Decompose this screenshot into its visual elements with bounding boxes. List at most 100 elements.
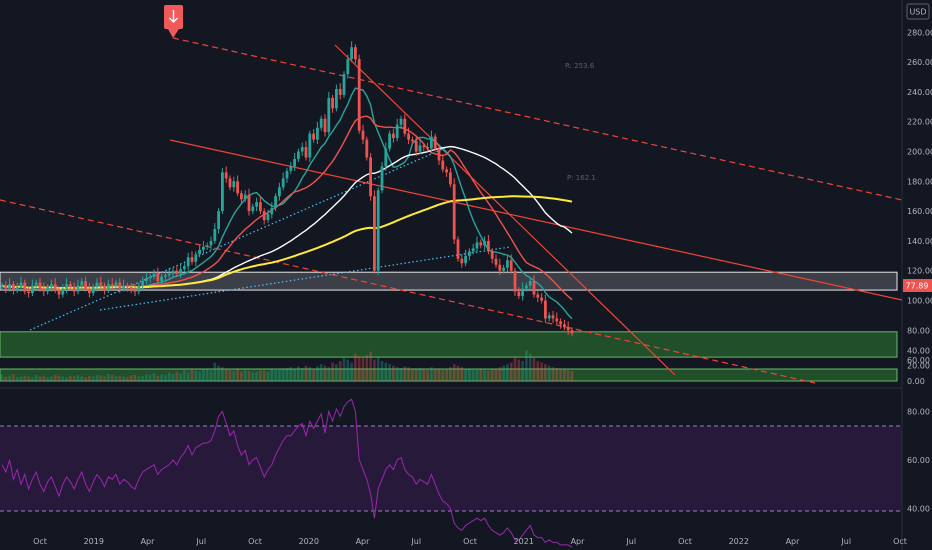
volume-bar [91, 376, 95, 381]
candle-body [110, 284, 114, 286]
candle-body [27, 291, 30, 294]
rsi-line [1, 398, 573, 548]
candle-body [563, 324, 566, 328]
candle-body [171, 270, 175, 274]
candle-body [304, 147, 308, 158]
candle-body [316, 127, 319, 140]
candle-body [411, 139, 414, 142]
candle-body [255, 202, 258, 207]
currency-label[interactable]: USD [906, 3, 930, 20]
candle-body [460, 258, 464, 264]
rsi-tick-label: 40.00 [907, 504, 930, 513]
candlesticks [0, 41, 574, 337]
volume-bar [471, 370, 475, 381]
price-tick-label: 220.00 [907, 118, 932, 127]
candle-body [8, 284, 11, 289]
volume-bar [8, 375, 11, 381]
volume-bar [95, 374, 99, 381]
volume-bar [0, 374, 4, 381]
sell-marker[interactable] [164, 5, 183, 38]
candle-body [31, 285, 34, 294]
candle-body [53, 284, 57, 291]
volume-bar [487, 371, 490, 381]
volume-bar [15, 377, 19, 381]
candle-body [392, 133, 395, 139]
volume-bar [445, 368, 448, 381]
volume-bar [34, 374, 38, 381]
last-price-box [903, 279, 932, 292]
price-axis: 280.00 260.00 240.00 220.00 200.00 180.00 160.… [907, 28, 932, 513]
candle-body [270, 208, 274, 215]
volume-bar [122, 376, 125, 381]
candle-body [540, 297, 543, 301]
candle-body [354, 47, 357, 60]
volume-bar [243, 370, 247, 381]
volume-bar [437, 369, 441, 381]
candle-body [441, 160, 445, 170]
candle-body [205, 245, 209, 247]
volume-bar [53, 374, 57, 381]
candle-body [213, 229, 217, 241]
candle-body [156, 273, 160, 282]
volume-bar [373, 359, 376, 381]
candle-body [479, 242, 483, 246]
volume-bar [566, 370, 570, 381]
resistance-channel-line[interactable] [172, 37, 903, 201]
volume-bar [346, 359, 350, 381]
volume-bar [46, 377, 49, 381]
volume-bar [319, 364, 323, 381]
candle-body [175, 270, 179, 274]
time-tick-label: 2021 [514, 537, 534, 546]
candle-body [122, 285, 125, 289]
volume-bar [228, 370, 232, 381]
candle-body [107, 284, 110, 291]
volume-bar [540, 362, 543, 381]
candle-body [167, 273, 171, 276]
time-tick-label: Jul [625, 537, 636, 546]
candle-body [365, 139, 369, 158]
volume-bar [76, 374, 80, 381]
rsi-tick-label: 80.00 [907, 407, 930, 416]
volume-bar [498, 367, 502, 381]
candle-body [228, 178, 232, 188]
volume-bar [69, 375, 72, 381]
candle-body [373, 196, 376, 271]
volume-bar [72, 376, 76, 381]
volume-tick-label: 0.00 [907, 377, 925, 386]
trend-lines[interactable] [0, 37, 903, 384]
volume-bar [107, 374, 110, 381]
volume-bar [12, 374, 15, 381]
time-tick-label: Jul [195, 537, 206, 546]
volume-bar [133, 374, 137, 381]
candle-body [426, 147, 429, 149]
candle-body [50, 284, 53, 288]
candle-body [521, 288, 524, 297]
candle-body [430, 136, 433, 149]
volume-bar [395, 367, 399, 381]
volume-bar [460, 367, 464, 381]
candle-body [194, 254, 198, 262]
volume-bar [506, 364, 509, 381]
price-tick-label: 140.00 [907, 237, 932, 246]
candle-body [327, 97, 331, 133]
volume-bar [198, 371, 201, 381]
candle-body [99, 282, 103, 286]
volume-bar [266, 371, 270, 381]
volume-bar [308, 367, 312, 381]
volume-bar [468, 369, 471, 381]
candle-body [129, 287, 133, 291]
candle-body [388, 133, 391, 149]
candle-body [145, 278, 148, 282]
dotted-trendline-lower[interactable] [99, 246, 511, 311]
volume-bar [570, 371, 574, 381]
volume-bar [270, 369, 274, 381]
volume-bar [547, 365, 551, 381]
steep-trendline[interactable] [334, 44, 676, 376]
candle-body [346, 59, 350, 75]
candle-body [551, 315, 555, 319]
volume-bar [57, 375, 61, 381]
volume-bar [65, 377, 68, 381]
volume-bar [483, 370, 486, 381]
volume-bar [433, 368, 437, 381]
